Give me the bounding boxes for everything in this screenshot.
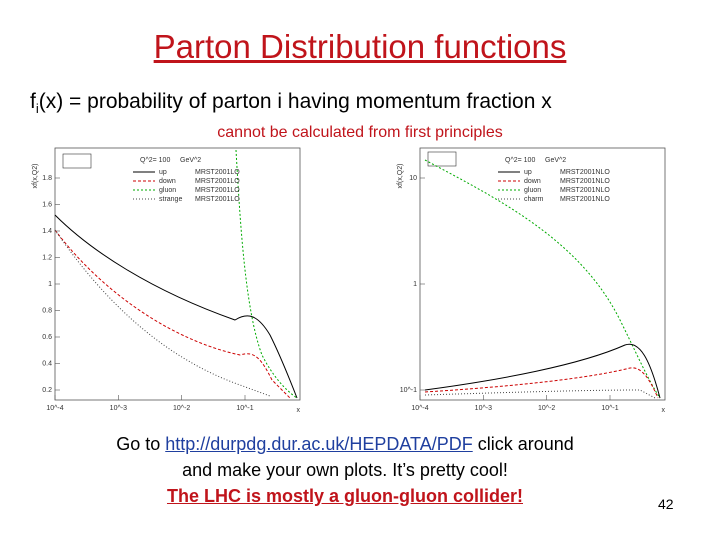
legend-label: gluon bbox=[159, 187, 176, 194]
legend-source: MRST2001NLO bbox=[560, 187, 610, 194]
footer-line: Go to http://durpdg.dur.ac.uk/HEPDATA/PD… bbox=[0, 431, 690, 457]
x-tick-label: 10^-4 bbox=[46, 405, 63, 412]
legend-label: strange bbox=[159, 196, 182, 203]
y-tick-label: 1.2 bbox=[42, 255, 52, 262]
note: cannot be calculated from first principl… bbox=[217, 124, 503, 141]
x-tick-label: 10^-2 bbox=[173, 405, 190, 412]
legend-source: MRST2001LO bbox=[195, 178, 240, 185]
y-tick-label: 1.6 bbox=[42, 202, 52, 209]
legend-label: up bbox=[159, 169, 167, 176]
link[interactable]: http://durpdg.dur.ac.uk/HEPDATA/PDF bbox=[165, 434, 473, 454]
page-number: 42 bbox=[658, 496, 674, 512]
curve-strange bbox=[54, 229, 271, 397]
footer-text: Go to bbox=[116, 434, 166, 454]
y-tick-label: 1.4 bbox=[42, 228, 52, 235]
legend-source: MRST2001NLO bbox=[560, 178, 610, 185]
curve-down bbox=[424, 367, 659, 399]
plot-header: Q^2= 100 bbox=[140, 157, 170, 164]
plots: xf(x,Q2) Q^2= 100 GeV^2 up MRST2001LO down MRS… bbox=[32, 147, 666, 414]
plot-badge bbox=[62, 153, 92, 169]
legend-source: MRST2001LO bbox=[195, 169, 240, 176]
footer: Go to http://durpdg.dur.ac.uk/HEPDATA/PD… bbox=[0, 431, 690, 509]
plot-header: GeV^2 bbox=[545, 157, 566, 164]
plot-header: Q^2= 100 bbox=[505, 157, 535, 164]
y-tick-label: 1 bbox=[48, 281, 52, 288]
y-tick-label: 0.2 bbox=[42, 387, 52, 394]
x-tick-label: 10^-2 bbox=[538, 405, 555, 412]
curve-charm bbox=[424, 389, 656, 399]
y-tick-label: 1 bbox=[413, 281, 417, 288]
legend-label: down bbox=[524, 178, 541, 185]
y-tick-label: 0.6 bbox=[42, 334, 52, 341]
def-symbol: f bbox=[30, 90, 36, 113]
legend-label: down bbox=[159, 178, 176, 185]
legend-label: charm bbox=[524, 196, 544, 203]
footer-highlight: The LHC is mostly a gluon-gluon collider… bbox=[166, 486, 523, 506]
slide-title: Parton Distribution functions bbox=[153, 28, 567, 65]
y-tick-label: 0.8 bbox=[42, 308, 52, 315]
def-text: (x) = probability of parton i having mom… bbox=[38, 90, 552, 113]
x-tick-label: 10^-3 bbox=[110, 405, 127, 412]
legend-label: gluon bbox=[524, 187, 541, 194]
legend-source: MRST2001NLO bbox=[560, 169, 610, 176]
y-axis-label: xf(x,Q2) bbox=[32, 164, 39, 189]
plot-frame bbox=[419, 147, 666, 401]
curve-up bbox=[424, 343, 661, 399]
definition: fi(x) = probability of parton i having m… bbox=[30, 90, 552, 116]
plot-badge bbox=[427, 151, 457, 167]
y-tick-label: 0.4 bbox=[42, 361, 52, 368]
y-axis-label: xf(x,Q2) bbox=[397, 164, 404, 189]
curve-down bbox=[54, 229, 291, 399]
curve-gluon bbox=[424, 159, 661, 399]
def-subscript: i bbox=[35, 101, 39, 117]
plot-header: GeV^2 bbox=[180, 157, 201, 164]
legend-label: up bbox=[524, 169, 532, 176]
y-tick-label: 1.8 bbox=[42, 175, 52, 182]
x-axis-label: x bbox=[662, 407, 666, 414]
x-tick-label: 10^-4 bbox=[411, 405, 428, 412]
y-tick-label: 10^-1 bbox=[400, 387, 417, 394]
footer-text: click around bbox=[472, 434, 574, 454]
footer-line: and make your own plots. It’s pretty coo… bbox=[182, 460, 508, 480]
legend-source: MRST2001LO bbox=[195, 187, 240, 194]
x-tick-label: 10^-3 bbox=[475, 405, 492, 412]
legend-source: MRST2001NLO bbox=[560, 196, 610, 203]
y-tick-label: 10 bbox=[409, 175, 417, 182]
footer-line: The LHC is mostly a gluon-gluon collider… bbox=[0, 483, 690, 509]
x-axis-label: x bbox=[297, 407, 301, 414]
x-tick-label: 10^-1 bbox=[601, 405, 618, 412]
legend-source: MRST2001LO bbox=[195, 196, 240, 203]
curve-gluon bbox=[235, 149, 298, 399]
x-tick-label: 10^-1 bbox=[236, 405, 253, 412]
curve-up bbox=[54, 214, 298, 399]
plot-frame bbox=[54, 147, 301, 401]
